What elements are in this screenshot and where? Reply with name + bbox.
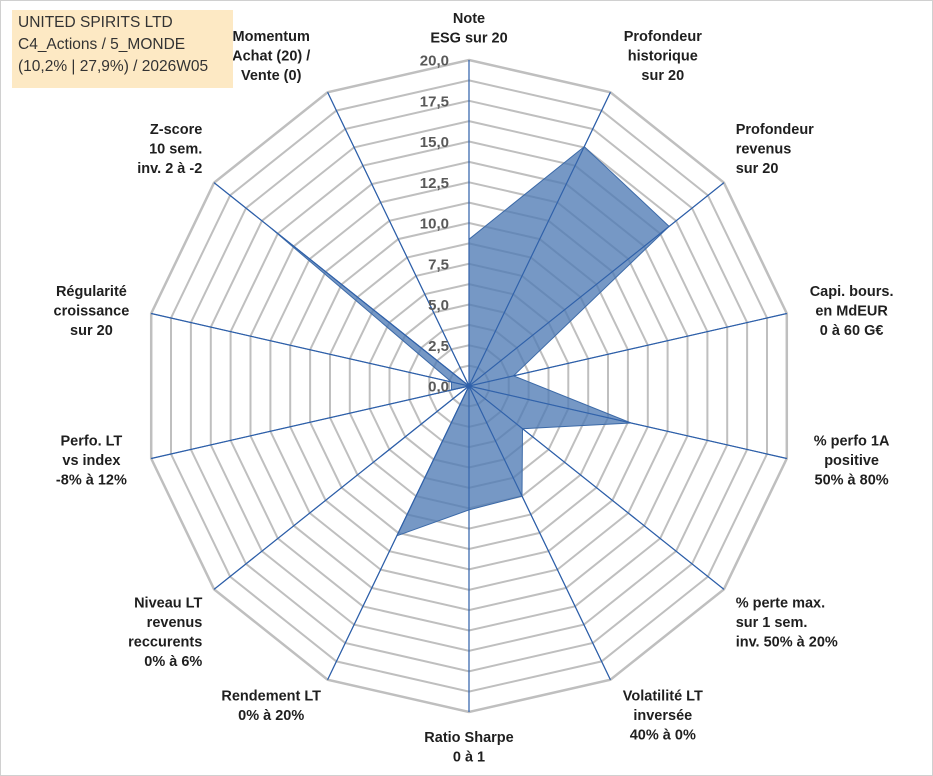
- axis-label-5: % perte max. sur 1 sem. inv. 50% à 20%: [736, 596, 838, 651]
- radial-tick-labels: 0,0 2,5 5,0 7,5 10,0 12,5 15,0 17,5 20,0: [420, 53, 449, 396]
- axis-label-line: % perfo 1A: [814, 434, 890, 450]
- company-name: UNITED SPIRITS LTD: [18, 14, 173, 31]
- axis-spoke-overlay-1: [468, 92, 611, 387]
- axis-label-line: Z-score: [150, 122, 202, 138]
- axis-label-9: Niveau LT revenus reccurents 0% à 6%: [128, 596, 202, 671]
- axis-label-line: 0 à 1: [453, 750, 485, 766]
- axis-label-line: Niveau LT: [134, 596, 202, 612]
- axis-label-4: % perfo 1A positive 50% à 80%: [814, 434, 890, 489]
- axis-label-line: 0% à 6%: [144, 654, 202, 670]
- axis-label-line: Capi. bours.: [810, 284, 894, 300]
- axis-label-line: Rendement LT: [221, 689, 321, 705]
- axis-label-11: Régularité croissance sur 20: [54, 284, 130, 339]
- axis-label-line: Momentum: [233, 29, 310, 45]
- axis-label-line: historique: [628, 48, 698, 64]
- axis-label-line: revenus: [736, 142, 792, 158]
- axis-spoke-overlay-13: [327, 92, 470, 387]
- axis-label-line: Ratio Sharpe: [424, 730, 513, 746]
- chart-title-box: UNITED SPIRITS LTD C4_Actions / 5_MONDE …: [12, 10, 233, 88]
- axis-label-line: sur 1 sem.: [736, 615, 808, 631]
- axis-spoke-overlay-12: [213, 182, 470, 387]
- axis-spoke-overlay-6: [468, 385, 611, 680]
- axis-label-line: 0 à 60 G€: [820, 323, 884, 339]
- axis-label-line: Profondeur: [736, 122, 814, 138]
- axis-label-line: en MdEUR: [815, 304, 888, 320]
- score-area: [269, 145, 670, 537]
- axis-label-line: sur 20: [736, 161, 779, 177]
- axis-spoke-overlay-9: [213, 385, 470, 590]
- axis-label-line: 10 sem.: [149, 142, 202, 158]
- axis-label-line: revenus: [147, 615, 203, 631]
- axis-label-line: reccurents: [128, 635, 202, 651]
- axis-spoke-overlay-10: [151, 385, 470, 459]
- axis-label-line: Régularité: [56, 284, 127, 300]
- axis-label-line: Note: [453, 11, 485, 27]
- axis-label-3: Capi. bours. en MdEUR 0 à 60 G€: [810, 284, 894, 339]
- axis-spoke-overlay-2: [468, 182, 725, 387]
- axis-label-line: vs index: [62, 453, 120, 469]
- axis-label-line: positive: [824, 453, 879, 469]
- tick-label: 2,5: [428, 338, 449, 355]
- axis-label-13: Momentum Achat (20) / Vente (0): [232, 29, 310, 84]
- stats-period: (10,2% | 27,9%) / 2026W05: [18, 58, 209, 75]
- axis-spoke-overlay-4: [468, 385, 787, 459]
- axis-label-line: inv. 2 à -2: [137, 161, 202, 177]
- axis-label-line: % perte max.: [736, 596, 825, 612]
- axis-spoke-overlay-5: [468, 385, 725, 590]
- tick-label: 17,5: [420, 93, 449, 110]
- category-label: C4_Actions / 5_MONDE: [18, 36, 186, 53]
- axis-label-10: Perfo. LT vs index -8% à 12%: [56, 434, 127, 489]
- tick-label: 15,0: [420, 134, 449, 151]
- axis-label-1: Profondeur historique sur 20: [624, 29, 702, 84]
- axis-label-line: 0% à 20%: [238, 708, 304, 724]
- axis-label-line: Profondeur: [624, 29, 702, 45]
- tick-label: 10,0: [420, 216, 449, 233]
- axis-label-line: Volatilité LT: [623, 689, 703, 705]
- axis-label-line: Vente (0): [241, 68, 302, 84]
- axis-label-line: Perfo. LT: [61, 434, 123, 450]
- data-series: [151, 60, 787, 712]
- axis-label-12: Z-score 10 sem. inv. 2 à -2: [137, 122, 202, 177]
- axis-label-line: ESG sur 20: [430, 31, 507, 47]
- axis-label-line: inv. 50% à 20%: [736, 635, 838, 651]
- axis-label-line: sur 20: [641, 68, 684, 84]
- axis-label-line: croissance: [54, 304, 130, 320]
- axis-label-line: inversée: [633, 708, 692, 724]
- axis-label-8: Rendement LT 0% à 20%: [221, 689, 321, 725]
- tick-label: 5,0: [428, 297, 449, 314]
- axis-label-line: sur 20: [70, 323, 113, 339]
- tick-label: 20,0: [420, 53, 449, 70]
- tick-label: 7,5: [428, 256, 449, 273]
- axis-spoke-overlay-8: [327, 385, 470, 680]
- axis-spoke-overlay-11: [151, 313, 470, 387]
- axis-label-6: Volatilité LT inversée 40% à 0%: [623, 689, 703, 744]
- axis-label-0: Note ESG sur 20: [430, 11, 507, 47]
- tick-label: 12,5: [420, 175, 449, 192]
- axis-label-line: 50% à 80%: [815, 473, 889, 489]
- axis-label-2: Profondeur revenus sur 20: [736, 122, 814, 177]
- tick-label: 0,0: [428, 379, 449, 396]
- axis-spoke-overlay-3: [468, 313, 787, 387]
- axis-label-line: Achat (20) /: [232, 48, 310, 64]
- axis-label-7: Ratio Sharpe 0 à 1: [424, 730, 513, 766]
- axis-label-line: -8% à 12%: [56, 473, 127, 489]
- axis-label-line: 40% à 0%: [630, 728, 696, 744]
- axis-labels: Note ESG sur 20 Profondeur historique sur 20…: [54, 11, 894, 766]
